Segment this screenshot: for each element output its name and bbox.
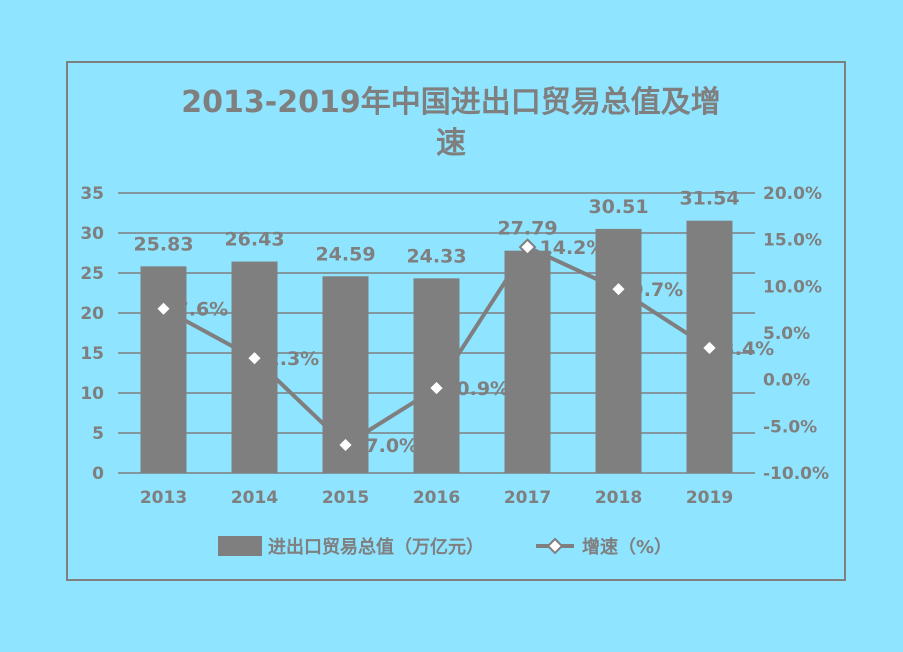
bar-label-2013: 25.83 — [133, 233, 193, 255]
bar-label-2018: 30.51 — [588, 196, 648, 218]
right-y-tick-3: 5.0% — [763, 324, 810, 344]
growth-marker-2017 — [518, 238, 537, 257]
bar-label-2015: 24.59 — [315, 243, 375, 265]
x-tick-2015: 2015 — [322, 488, 369, 508]
right-y-tick-1: -5.0% — [763, 417, 817, 437]
growth-marker-2014 — [245, 349, 264, 368]
growth-label-2014: 2.3% — [267, 348, 320, 370]
growth-label-2019: 3.4% — [722, 338, 775, 360]
bar-label-2016: 24.33 — [406, 245, 466, 267]
bar-data-labels: 25.83 26.43 24.59 24.33 27.79 30.51 31.54 — [133, 188, 739, 268]
bar-2013 — [140, 266, 187, 473]
left-y-axis-ticks: 0 5 10 15 20 25 30 35 — [80, 184, 104, 484]
right-y-tick-2: 0.0% — [763, 371, 810, 391]
chart-title-line-1: 2013-2019年中国进出口贸易总值及增 — [181, 85, 720, 120]
growth-label-2018: 9.7% — [631, 279, 684, 301]
chart-title-line-2: 速 — [436, 126, 466, 161]
growth-label-2015: -7.0% — [358, 435, 419, 457]
chart-frame — [66, 61, 846, 581]
right-y-tick-4: 10.0% — [763, 277, 822, 297]
legend-bar-swatch — [218, 536, 262, 556]
left-y-tick-6: 30 — [80, 224, 104, 244]
line-series — [154, 238, 719, 454]
right-y-tick-6: 20.0% — [763, 184, 822, 204]
bar-label-2014: 26.43 — [224, 229, 284, 251]
bar-2017 — [504, 250, 551, 473]
x-tick-2016: 2016 — [413, 488, 460, 508]
left-y-tick-1: 5 — [92, 424, 104, 444]
growth-marker-2015 — [336, 436, 355, 454]
right-y-axis-ticks: -10.0% -5.0% 0.0% 5.0% 10.0% 15.0% 20.0% — [763, 184, 829, 484]
growth-label-2016: -0.9% — [449, 378, 510, 400]
bar-label-2017: 27.79 — [497, 218, 557, 240]
right-y-tick-0: -10.0% — [763, 464, 829, 484]
legend-diamond-marker — [546, 537, 564, 555]
x-tick-2019: 2019 — [686, 488, 733, 508]
bar-label-2019: 31.54 — [679, 188, 739, 210]
growth-marker-2018 — [609, 280, 628, 299]
left-y-tick-0: 0 — [92, 464, 104, 484]
line-data-labels: 7.6% 2.3% -7.0% -0.9% 14.2% 9.7% 3.4% — [176, 237, 775, 457]
chart-title-text: 2013-2019年中国进出口贸易总值及增速 — [181, 85, 720, 161]
x-tick-2017: 2017 — [504, 488, 551, 508]
left-y-tick-7: 35 — [80, 184, 104, 204]
right-y-tick-5: 15.0% — [763, 231, 822, 251]
growth-label-2017: 14.2% — [540, 237, 606, 259]
growth-marker-2016 — [427, 379, 446, 397]
legend-bar-label: 进出口贸易总值（万亿元） — [268, 536, 484, 558]
x-tick-2014: 2014 — [231, 488, 278, 508]
bar-2016 — [413, 278, 460, 473]
x-tick-2013: 2013 — [140, 488, 187, 508]
left-y-tick-5: 25 — [80, 264, 104, 284]
left-y-tick-4: 20 — [80, 304, 104, 324]
bar-2018 — [595, 228, 642, 473]
left-y-tick-2: 10 — [80, 384, 104, 404]
gridlines — [118, 192, 755, 474]
bar-2014 — [231, 261, 278, 473]
legend-line-label: 增速（%） — [582, 536, 672, 558]
left-y-tick-3: 15 — [80, 344, 104, 364]
x-axis-ticks: 2013 2014 2015 2016 2017 2018 2019 — [140, 488, 733, 508]
growth-label-2013: 7.6% — [176, 299, 229, 321]
growth-marker-2019 — [700, 339, 719, 357]
legend: 进出口贸易总值（万亿元） 增速（%） — [218, 536, 672, 558]
chart-title: 2013-2019年中国进出口贸易总值及增速 — [181, 85, 720, 161]
x-tick-2018: 2018 — [595, 488, 642, 508]
growth-marker-2013 — [154, 299, 173, 318]
